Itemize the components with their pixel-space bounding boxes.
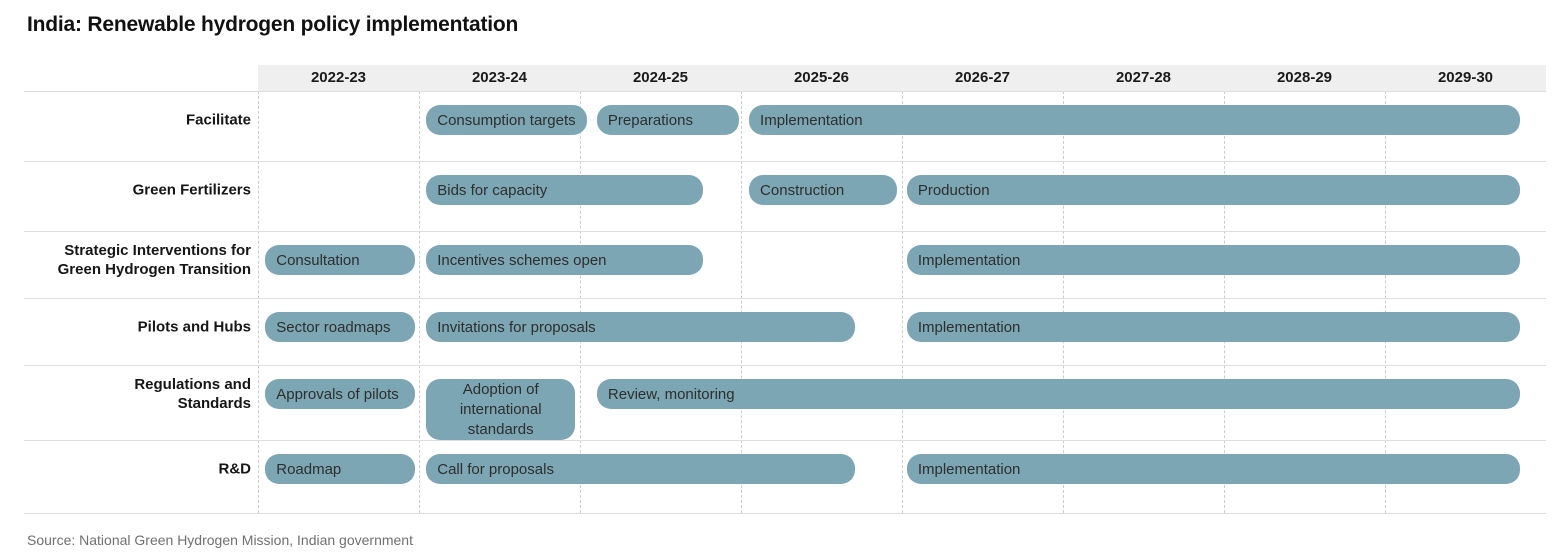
column-gridline <box>1224 91 1225 513</box>
bar-label: Approvals of pilots <box>276 385 399 403</box>
bar-label: Adoption of international standards <box>459 380 542 438</box>
timeline-header: 2022-23 2023-24 2024-25 2025-26 2026-27 2027-… <box>258 65 1546 91</box>
row-separator-line <box>24 231 1546 232</box>
row-separator-line <box>24 365 1546 366</box>
bar-label: Sector roadmaps <box>276 318 391 336</box>
gantt-bar: Invitations for proposals <box>426 312 856 342</box>
gantt-bar: Call for proposals <box>426 454 856 484</box>
gantt-bar: Consumption targets <box>426 105 588 135</box>
bar-label: Consumption targets <box>437 111 576 129</box>
column-header: 2029-30 <box>1437 69 1494 86</box>
column-header: 2025-26 <box>793 69 850 86</box>
gantt-bar: Production <box>906 175 1521 205</box>
column-gridline <box>580 91 581 513</box>
row-label: Regulations and Standards <box>134 376 251 412</box>
column-header: 2026-27 <box>954 69 1011 86</box>
gantt-bar: Incentives schemes open <box>426 245 704 275</box>
row-label: Strategic Interventions for Green Hydrog… <box>57 242 251 278</box>
bar-label: Production <box>917 181 990 199</box>
gantt-bar: Roadmap <box>265 454 415 484</box>
source-note: Source: National Green Hydrogen Mission,… <box>27 532 413 548</box>
row-label: R&D <box>218 460 252 478</box>
gantt-bar: Bids for capacity <box>426 175 704 205</box>
row-separator-line <box>24 91 1546 92</box>
column-gridline <box>1385 91 1386 513</box>
gantt-bar: Implementation <box>749 105 1521 135</box>
gantt-bar: Approvals of pilots <box>265 379 415 409</box>
gantt-bar: Sector roadmaps <box>265 312 415 342</box>
chart-title: India: Renewable hydrogen policy impleme… <box>27 13 519 36</box>
bar-label: Preparations <box>607 111 693 129</box>
row-separator-line <box>24 298 1546 299</box>
column-header: 2027-28 <box>1115 69 1172 86</box>
column-header: 2028-29 <box>1276 69 1333 86</box>
column-gridline <box>1063 91 1064 513</box>
gantt-bar: Implementation <box>906 245 1521 275</box>
gantt-bar: Implementation <box>906 454 1521 484</box>
bar-label: Invitations for proposals <box>437 318 596 336</box>
column-header: 2024-25 <box>632 69 689 86</box>
bar-label: Call for proposals <box>437 460 554 478</box>
gantt-bar: Review, monitoring <box>596 379 1521 409</box>
row-label: Green Fertilizers <box>132 181 251 199</box>
column-header: 2023-24 <box>471 69 528 86</box>
column-header: 2022-23 <box>310 69 367 86</box>
row-label: Facilitate <box>185 111 251 129</box>
bar-label: Implementation <box>917 251 1021 269</box>
bar-label: Consultation <box>276 251 360 269</box>
bar-label: Implementation <box>760 111 863 129</box>
gantt-bar: Consultation <box>265 245 415 275</box>
row-separator-line <box>24 440 1546 441</box>
bar-label: Construction <box>760 181 845 199</box>
bar-label: Bids for capacity <box>437 181 548 199</box>
row-separator-line <box>24 161 1546 162</box>
row-separator-line <box>24 513 1546 514</box>
bar-label: Incentives schemes open <box>437 251 607 269</box>
column-gridline <box>741 91 742 513</box>
bar-label: Roadmap <box>276 460 342 478</box>
gantt-bar: Construction <box>749 175 898 205</box>
gantt-bar: Implementation <box>906 312 1521 342</box>
bar-label: Implementation <box>917 318 1021 336</box>
column-gridline <box>258 91 259 513</box>
row-label: Pilots and Hubs <box>137 318 251 336</box>
column-gridline <box>902 91 903 513</box>
bar-label: Implementation <box>917 460 1021 478</box>
gantt-bar: Preparations <box>596 105 739 135</box>
bar-label: Review, monitoring <box>607 385 735 403</box>
column-gridline <box>419 91 420 513</box>
gantt-bar: Adoption of international standards <box>426 379 576 440</box>
